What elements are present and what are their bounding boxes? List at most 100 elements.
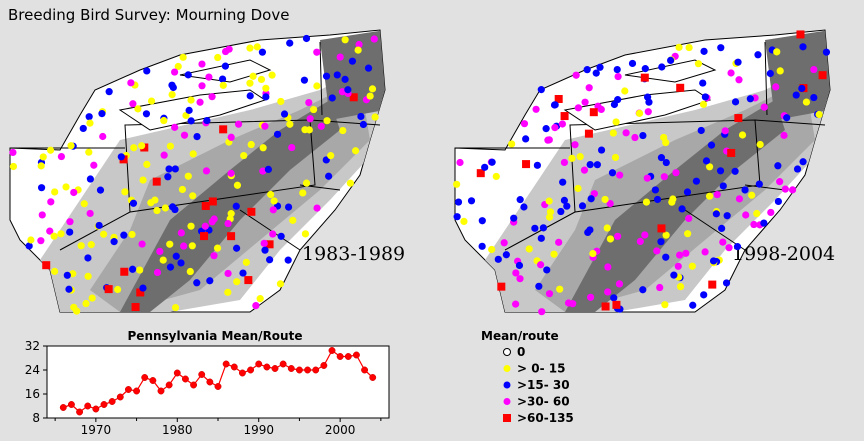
survey-points-right <box>453 30 831 316</box>
survey-point <box>47 198 55 206</box>
data-point <box>157 387 165 395</box>
survey-point <box>246 79 254 87</box>
survey-point <box>249 72 257 80</box>
survey-point <box>371 113 379 121</box>
survey-point <box>717 44 725 52</box>
survey-point <box>252 302 260 310</box>
survey-point <box>70 188 78 197</box>
survey-point <box>143 67 151 75</box>
survey-point <box>268 71 276 79</box>
survey-point <box>201 222 209 230</box>
survey-point <box>560 112 569 121</box>
survey-point <box>57 152 66 161</box>
survey-point <box>128 230 136 239</box>
survey-point <box>198 60 206 68</box>
survey-point <box>688 262 696 270</box>
survey-point <box>670 271 678 279</box>
survey-point <box>522 160 531 169</box>
survey-point <box>558 120 567 128</box>
survey-point <box>589 108 598 117</box>
survey-point <box>247 207 256 216</box>
survey-point <box>166 263 175 271</box>
survey-point <box>246 44 254 52</box>
survey-point <box>284 203 293 211</box>
survey-point <box>85 113 93 121</box>
survey-point <box>179 53 187 61</box>
survey-point <box>82 299 90 308</box>
survey-point <box>201 201 210 210</box>
survey-point <box>584 129 593 138</box>
survey-point <box>781 185 789 193</box>
survey-point <box>129 100 137 108</box>
survey-point <box>669 195 677 203</box>
x-tick-label: 1990 <box>243 423 274 437</box>
data-point <box>344 353 352 360</box>
survey-point <box>556 285 564 293</box>
data-point <box>181 375 189 383</box>
survey-point <box>702 157 711 165</box>
survey-point <box>351 147 360 155</box>
survey-point <box>467 197 476 205</box>
survey-point <box>46 227 54 235</box>
survey-point <box>184 172 192 180</box>
survey-point <box>205 73 213 81</box>
survey-point <box>341 36 349 44</box>
survey-point <box>242 258 250 266</box>
chart-title: Pennsylvania Mean/Route <box>128 329 303 343</box>
survey-point <box>641 65 649 73</box>
survey-point <box>208 93 216 101</box>
survey-point <box>153 268 162 277</box>
survey-point <box>589 249 597 258</box>
data-point <box>198 371 206 378</box>
survey-point <box>796 30 805 39</box>
data-point <box>133 387 141 395</box>
survey-point <box>178 185 187 194</box>
survey-point <box>612 118 620 126</box>
survey-point <box>488 245 496 254</box>
legend-symbol <box>503 381 511 389</box>
survey-point <box>120 267 129 276</box>
survey-point <box>564 299 573 307</box>
survey-point <box>117 153 125 161</box>
survey-point <box>333 71 341 79</box>
survey-point <box>129 199 138 207</box>
survey-point <box>322 156 330 164</box>
survey-point <box>286 120 294 128</box>
survey-point <box>481 163 489 171</box>
survey-point <box>689 301 697 309</box>
period-label-right: 1998-2004 <box>732 243 835 265</box>
survey-point <box>735 195 744 203</box>
survey-point <box>57 230 65 238</box>
survey-point <box>723 212 731 220</box>
survey-point <box>545 213 554 221</box>
survey-point <box>802 98 811 106</box>
survey-points-left <box>9 34 379 315</box>
survey-point <box>543 266 551 274</box>
survey-point <box>676 251 684 259</box>
survey-point <box>456 158 464 167</box>
survey-point <box>510 214 518 222</box>
survey-point <box>508 140 516 148</box>
survey-point <box>578 202 587 210</box>
survey-point <box>355 40 363 49</box>
survey-point <box>302 179 311 187</box>
survey-point <box>559 178 567 186</box>
survey-point <box>750 220 758 229</box>
survey-point <box>596 63 604 71</box>
survey-point <box>208 197 217 206</box>
data-point <box>173 369 181 377</box>
survey-point <box>9 162 18 171</box>
survey-point <box>597 146 606 154</box>
survey-point <box>136 266 144 274</box>
survey-point <box>172 252 180 260</box>
survey-point <box>701 248 709 256</box>
survey-point <box>560 196 569 204</box>
data-point <box>108 398 116 405</box>
survey-point <box>494 255 502 263</box>
survey-point <box>614 232 622 240</box>
survey-point <box>114 285 122 294</box>
survey-point <box>110 238 118 246</box>
survey-point <box>171 123 179 131</box>
data-point <box>247 366 255 374</box>
survey-point <box>177 259 185 267</box>
